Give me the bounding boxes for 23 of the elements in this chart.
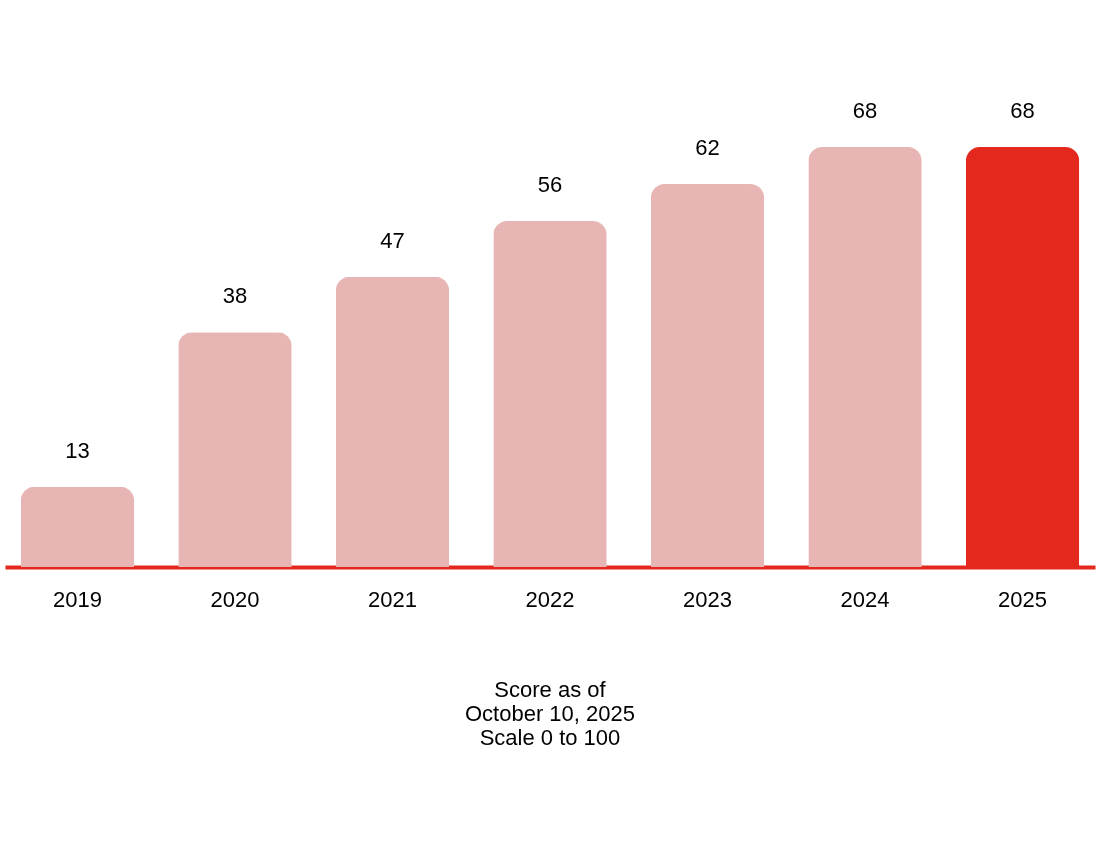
text: Score as of xyxy=(494,677,607,702)
x-tick-label: 2020 xyxy=(210,586,260,612)
x-tick-label: 2021 xyxy=(368,586,417,612)
x-tick-label: 2024 xyxy=(840,586,890,612)
data-label: 62 xyxy=(695,135,720,161)
x-tick-label: 2023 xyxy=(683,586,732,612)
data-label: 68 xyxy=(852,98,878,123)
bar xyxy=(20,486,135,567)
text: October 10, 2025 xyxy=(464,701,636,726)
bar xyxy=(178,332,292,567)
x-tick-label: 2022 xyxy=(525,586,575,612)
text: Scale 0 to 100 xyxy=(479,725,621,750)
bar xyxy=(808,147,922,567)
data-label: 68 xyxy=(1010,98,1035,123)
data-label: 13 xyxy=(65,437,90,463)
data-label: 47 xyxy=(380,227,405,253)
bar xyxy=(650,184,765,567)
x-tick-label: 2025 xyxy=(998,586,1048,612)
x-tick-label: 2019 xyxy=(52,586,102,612)
bar xyxy=(335,276,450,567)
data-label: 56 xyxy=(537,172,563,198)
bar xyxy=(493,221,607,567)
data-label: 38 xyxy=(222,283,248,309)
